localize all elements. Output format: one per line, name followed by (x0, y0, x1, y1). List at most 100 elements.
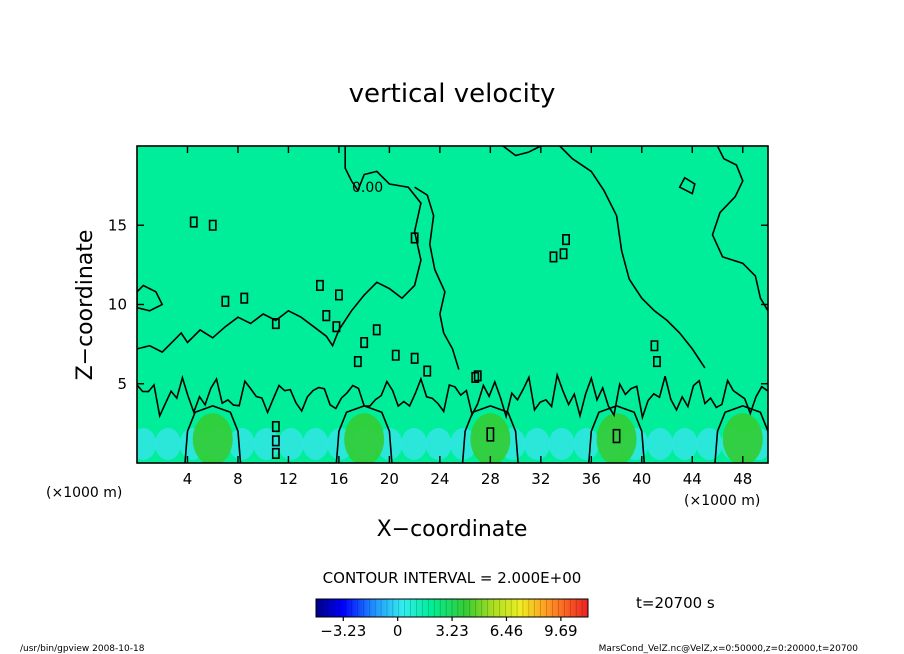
downdraft-cell (450, 427, 477, 460)
contour-line (335, 289, 343, 301)
contour-line (588, 405, 646, 463)
colorbar-tick-label: −3.23 (320, 622, 366, 640)
downdraft-cell (425, 427, 452, 460)
colorbar: −3.23 0 3.23 6.46 9.69 (315, 598, 589, 640)
contour-line (410, 232, 419, 244)
contour-line (271, 447, 280, 459)
contour-line (414, 186, 460, 370)
x-tick-label: 40 (632, 470, 651, 488)
updraft-cell (344, 413, 385, 463)
contour-line (461, 405, 519, 463)
contour-line (221, 295, 230, 307)
footer-left: /usr/bin/gpview 2008-10-18 (20, 644, 145, 654)
x-tick-label: 48 (733, 470, 752, 488)
downdraft-cell (671, 427, 698, 460)
contour-line (240, 292, 249, 304)
downdraft-cell (401, 427, 428, 460)
footer-right: MarsCond_VelZ.nc@VelZ,x=0:50000,z=0:2000… (599, 644, 859, 654)
x-tick-label: 8 (233, 470, 243, 488)
field-background (137, 146, 768, 463)
contour-line (410, 352, 419, 364)
contour-line (184, 405, 242, 463)
colorbar-tick-label: 0 (393, 622, 403, 640)
x-tick-label: 4 (183, 470, 193, 488)
contour-line (271, 318, 280, 330)
x-axis-ticks: 4 8 12 16 20 24 28 32 36 40 44 48 (183, 146, 752, 488)
downdraft-cell (524, 427, 551, 460)
y-tick-label: 10 (108, 296, 127, 314)
contour-line (549, 251, 558, 263)
contour-line (137, 372, 768, 421)
x-tick-label: 44 (683, 470, 702, 488)
time-label: t=20700 s (636, 594, 715, 612)
contour-line (562, 234, 570, 246)
downdraft-cell (253, 427, 280, 460)
contour-lines (137, 146, 768, 463)
contour-line (559, 146, 706, 369)
colorbar-tick-label: 6.46 (490, 622, 523, 640)
contour-interval: CONTOUR INTERVAL = 2.000E+00 (323, 569, 582, 587)
downdraft-cell (548, 427, 575, 460)
contour-line (559, 248, 568, 260)
updraft-cell (596, 413, 637, 463)
contour-line (678, 176, 696, 195)
updraft-cell (192, 413, 233, 463)
contour-line (372, 324, 381, 336)
y-axis-ticks: 5 10 15 (108, 216, 768, 393)
x-tick-label: 32 (531, 470, 550, 488)
updraft-cell (470, 413, 511, 463)
chart-title: vertical velocity (349, 79, 556, 109)
y-axis-label: Z−coordinate (73, 230, 98, 381)
field-blobs (137, 413, 768, 463)
contour-line (332, 321, 341, 333)
x-unit-left: (×1000 m) (46, 485, 122, 501)
colorbar-ticks: −3.23 0 3.23 6.46 9.69 (320, 617, 578, 640)
downdraft-cell (573, 427, 600, 460)
contour-line (711, 146, 768, 312)
x-axis-label: X−coordinate (377, 517, 528, 542)
x-unit-right: (×1000 m) (684, 493, 760, 509)
contour-line (423, 365, 432, 377)
contour-line (471, 371, 480, 383)
colorbar-stripes (321, 599, 583, 617)
y-tick-label: 15 (108, 216, 127, 234)
downdraft-cell (302, 427, 329, 460)
x-tick-label: 12 (279, 470, 298, 488)
contour-line (271, 421, 280, 433)
downdraft-cell (137, 427, 157, 460)
downdraft-cell (696, 427, 723, 460)
contour-line (612, 428, 621, 444)
contour-line (335, 405, 393, 463)
x-tick-label: 36 (582, 470, 601, 488)
contour-line (208, 219, 217, 231)
contour-line (189, 216, 198, 228)
contour-line (137, 146, 422, 354)
contour-line (271, 435, 280, 447)
contour-line (322, 310, 331, 322)
colorbar-tick-label: 9.69 (544, 622, 577, 640)
downdraft-cell (154, 427, 181, 460)
contour-line (653, 356, 661, 368)
contour-line (137, 284, 164, 312)
downdraft-cell (277, 427, 304, 460)
contour-label: 0.00 (352, 180, 383, 196)
contour-line (353, 356, 362, 368)
downdraft-cell (228, 427, 255, 460)
contour-line (486, 427, 495, 442)
colorbar-tick-label: 3.23 (435, 622, 468, 640)
contour-line (391, 349, 400, 361)
x-tick-label: 20 (380, 470, 399, 488)
downdraft-cell (647, 427, 674, 460)
contour-line (650, 340, 659, 352)
updraft-cell (722, 413, 763, 463)
x-tick-label: 16 (329, 470, 348, 488)
contour-line (714, 405, 768, 463)
contour-line (316, 279, 324, 291)
x-tick-label: 28 (481, 470, 500, 488)
x-tick-label: 24 (430, 470, 449, 488)
contour-line (502, 146, 542, 157)
contour-line (360, 337, 369, 349)
y-tick-label: 5 (117, 375, 127, 393)
